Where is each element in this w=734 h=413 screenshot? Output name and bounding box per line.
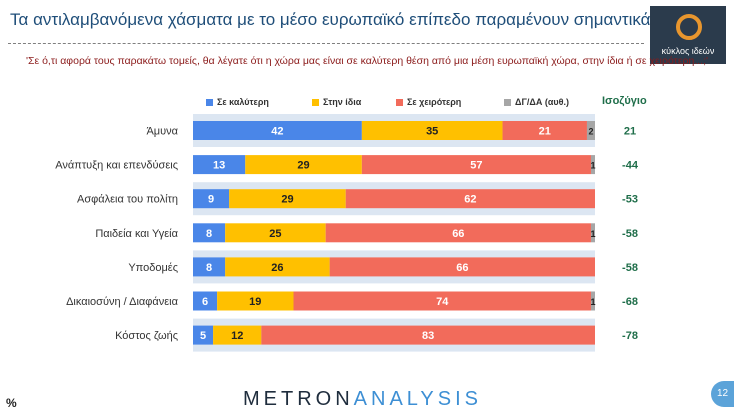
data-label: 66 (452, 228, 464, 240)
balance-value: 21 (624, 126, 636, 138)
data-label: 21 (539, 126, 551, 138)
bar-segment (217, 291, 294, 311)
bar-segment (193, 325, 214, 345)
legend-swatch (312, 98, 319, 106)
bar-segment (193, 223, 226, 243)
data-label: 8 (206, 262, 212, 274)
bar-segment (225, 257, 330, 277)
legend-label: ΔΓ/ΔΑ (αυθ.) (515, 97, 569, 107)
data-label: 62 (464, 194, 476, 206)
bar-segment (225, 223, 326, 243)
bar-segment (293, 291, 591, 311)
data-label: 26 (271, 262, 283, 274)
data-label: 2 (588, 127, 593, 137)
bar-segment (590, 155, 595, 175)
data-label: 12 (231, 330, 243, 342)
brand-part1: METRON (243, 388, 354, 410)
bar-segment (193, 121, 362, 140)
data-label: 13 (213, 160, 225, 172)
data-label: 19 (249, 296, 261, 308)
bar-segment (193, 257, 226, 277)
data-label: 1 (590, 161, 595, 171)
bar-segment (229, 189, 346, 209)
data-label: 42 (271, 126, 283, 138)
category-label: Δικαιοσύνη / Διαφάνεια (66, 296, 179, 308)
bar-segment (361, 121, 503, 140)
legend-swatch (396, 98, 403, 106)
bar-segment (245, 155, 362, 175)
balance-value: -53 (622, 194, 638, 206)
data-label: 29 (297, 160, 309, 172)
survey-question: 'Σε ό,τι αφορά τους παρακάτω τομείς, θα … (25, 55, 708, 67)
title-divider (8, 43, 644, 44)
data-label: 57 (470, 160, 482, 172)
category-label: Ανάπτυξη και επενδύσεις (55, 160, 178, 172)
bar-segment (345, 189, 595, 209)
bar-segment (261, 325, 595, 345)
legend-swatch (206, 98, 213, 106)
balance-value: -58 (622, 228, 638, 240)
balance-value: -58 (622, 262, 638, 274)
bar-segment (502, 121, 587, 140)
balance-value: -78 (622, 330, 638, 342)
balance-header: Ισοζύγιο (602, 95, 647, 107)
logo: κύκλος ιδεών (650, 6, 726, 64)
legend-label: Σε χειρότερη (407, 97, 462, 107)
bar-segment (325, 223, 591, 243)
page-number: 12 (711, 381, 734, 407)
data-label: 83 (422, 330, 434, 342)
logo-ring-icon (676, 14, 702, 40)
bar-segment (329, 257, 595, 277)
legend-item-dk: ΔΓ/ΔΑ (αυθ.) (504, 97, 569, 107)
data-label: 29 (281, 194, 293, 206)
page-title: Τα αντιλαμβανόμενα χάσματα με το μέσο ευ… (10, 10, 651, 29)
legend-label: Σε καλύτερη (217, 97, 269, 107)
legend-label: Στην ίδια (323, 97, 362, 107)
brand-part2: ANALYSIS (353, 388, 483, 410)
data-label: 66 (456, 262, 468, 274)
bar-segment (193, 291, 218, 311)
category-label: Άμυνα (146, 126, 178, 138)
legend-item-worse: Σε χειρότερη (396, 97, 461, 107)
category-label: Κόστος ζωής (115, 330, 178, 342)
bar-segment (586, 121, 595, 140)
bar-segment (590, 291, 595, 311)
data-label: 8 (206, 228, 212, 240)
data-label: 25 (269, 228, 281, 240)
data-label: 1 (590, 229, 595, 239)
balance-value: -44 (622, 160, 639, 172)
data-label: 1 (590, 297, 595, 307)
data-label: 6 (202, 296, 208, 308)
legend-item-same: Στην ίδια (312, 97, 361, 107)
bar-segment (193, 155, 246, 175)
bar-segment (590, 223, 595, 243)
category-label: Υποδομές (128, 262, 178, 274)
percent-label: % (6, 396, 17, 410)
category-label: Ασφάλεια του πολίτη (77, 194, 178, 206)
bar-segment (361, 155, 591, 175)
bar-segment (213, 325, 262, 345)
brand-logo: METRONANALYSIS (243, 388, 482, 411)
category-label: Παιδεία και Υγεία (95, 228, 178, 240)
legend-swatch (504, 98, 511, 106)
bar-segment (193, 189, 230, 209)
legend-item-better: Σε καλύτερη (206, 97, 269, 107)
logo-text: κύκλος ιδεών (661, 46, 715, 56)
data-label: 74 (436, 296, 449, 308)
data-label: 5 (200, 330, 206, 342)
data-label: 9 (208, 194, 214, 206)
balance-value: -68 (622, 296, 638, 308)
data-label: 35 (426, 126, 438, 138)
